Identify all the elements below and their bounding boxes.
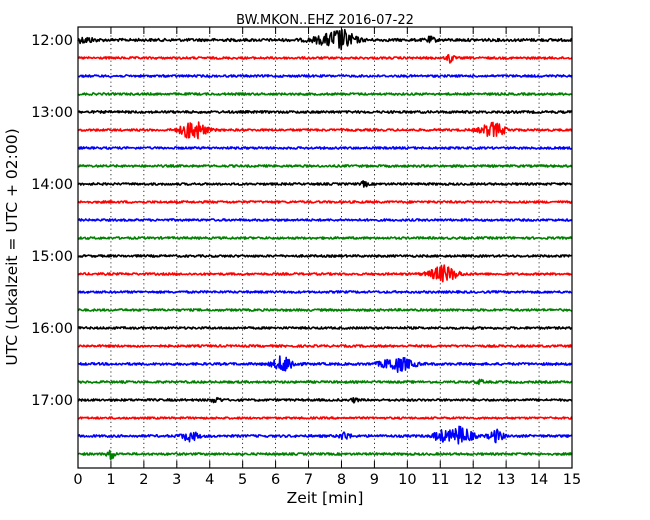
trace-1315 [77, 121, 573, 140]
trace-1430 [77, 218, 573, 222]
trace-1730 [77, 425, 573, 445]
trace-1545 [77, 308, 573, 312]
trace-1230 [77, 74, 573, 78]
x-tick-label: 3 [172, 472, 181, 488]
trace-1645 [77, 378, 573, 386]
x-tick-label: 7 [304, 472, 313, 488]
x-tick-label: 1 [106, 472, 115, 488]
x-tick-label: 15 [563, 472, 581, 488]
x-tick-label: 13 [497, 472, 515, 488]
trace-layer [77, 28, 573, 460]
chart-title: BW.MKON..EHZ 2016-07-22 [236, 13, 414, 28]
x-tick-label: 14 [530, 472, 548, 488]
trace-1515 [77, 264, 573, 283]
x-tick-label: 6 [271, 472, 280, 488]
trace-1300 [77, 110, 573, 114]
y-tick-label: 17:00 [31, 393, 73, 409]
x-tick-label: 5 [238, 472, 247, 488]
x-tick-label: 4 [205, 472, 214, 488]
y-tick-label: 13:00 [31, 105, 73, 121]
trace-1245 [77, 92, 573, 96]
x-tick-label: 12 [464, 472, 482, 488]
x-tick-label: 11 [431, 472, 449, 488]
y-tick-label: 16:00 [31, 321, 73, 337]
trace-1530 [77, 290, 573, 294]
trace-1345 [77, 164, 573, 168]
plot-frame [77, 26, 573, 469]
trace-1715 [77, 416, 573, 420]
trace-1215 [77, 54, 573, 64]
y-axis-label: UTC (Lokalzeit = UTC + 02:00) [3, 128, 21, 365]
y-tick-label: 14:00 [31, 177, 73, 193]
trace-1445 [77, 236, 573, 240]
label-layer: 0 1 2 3 4 5 6 7 8 9 10 11 12 13 14 1512:0013:0014:0015:… [31, 33, 581, 488]
tick-layer [77, 27, 573, 468]
trace-1330 [77, 146, 573, 150]
y-tick-label: 15:00 [31, 249, 73, 265]
x-tick-label: 2 [139, 472, 148, 488]
trace-1745 [77, 449, 573, 460]
x-tick-label: 8 [337, 472, 346, 488]
trace-1415 [77, 200, 573, 204]
x-tick-label: 10 [398, 472, 416, 488]
y-tick-label: 12:00 [31, 33, 73, 49]
x-tick-label: 9 [370, 472, 379, 488]
trace-1615 [77, 344, 573, 348]
x-tick-label: 0 [73, 472, 82, 488]
trace-1700 [77, 396, 573, 404]
x-axis-label: Zeit [min] [287, 489, 364, 507]
trace-1600 [77, 326, 573, 330]
trace-1500 [77, 254, 573, 258]
trace-1400 [77, 180, 573, 188]
trace-1630 [77, 355, 573, 373]
trace-1200 [77, 28, 573, 51]
